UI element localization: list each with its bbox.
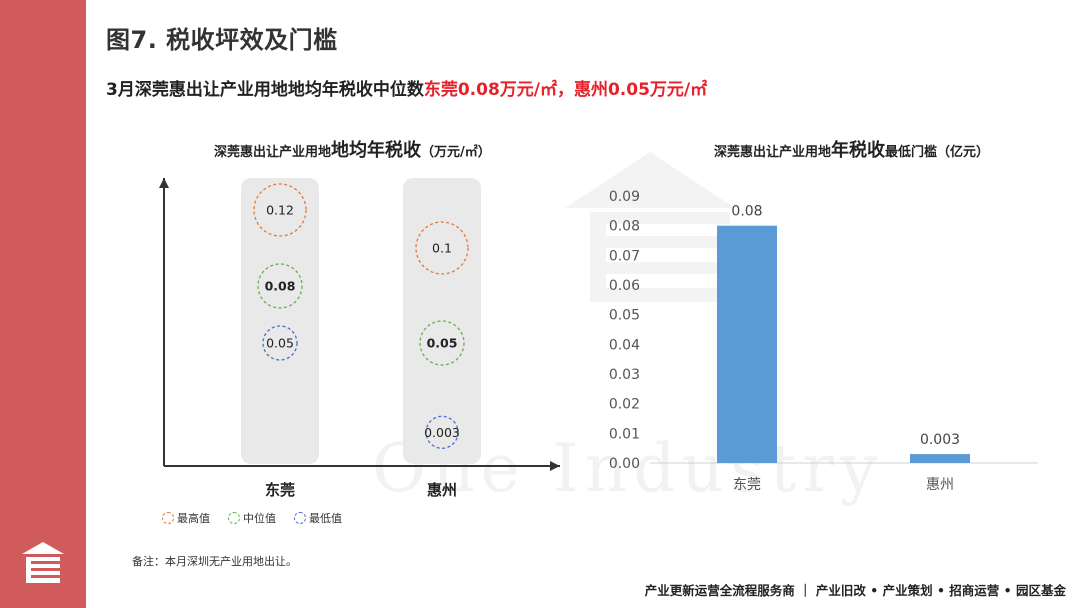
dot-value-label: 0.05 [427, 336, 458, 351]
y-tick-label: 0.01 [609, 426, 640, 442]
column-background [403, 178, 481, 464]
column-background [241, 178, 319, 464]
right-title-part3: 最低门槛（亿元） [885, 145, 990, 160]
dot-value-label: 0.1 [432, 241, 452, 256]
right-chart-title: 深莞惠出让产业用地年税收最低门槛（亿元） [714, 136, 989, 162]
bar-value-label: 0.08 [731, 204, 762, 220]
page-title: 图7. 税收坪效及门槛 [106, 26, 338, 54]
x-axis-arrow-icon [550, 461, 560, 471]
legend-item-median: 中位值 [228, 510, 276, 526]
dot-marker [262, 325, 298, 361]
footnote: 备注：本月深圳无产业用地出让。 [132, 555, 297, 568]
dot-marker [425, 415, 459, 449]
left-chart-title: 深莞惠出让产业用地地均年税收（万元/㎡） [214, 136, 491, 162]
y-tick-label: 0.03 [609, 367, 640, 383]
subtitle-main: 3月深莞惠出让产业用地地均年税收中位数 [106, 80, 424, 100]
watermark-logo-icon [565, 152, 735, 302]
dot-value-label: 0.08 [265, 279, 296, 294]
legend-label-min: 最低值 [309, 512, 342, 525]
subtitle: 3月深莞惠出让产业用地地均年税收中位数东莞0.08万元/㎡，惠州0.05万元/㎡ [106, 75, 707, 100]
category-label: 东莞 [265, 481, 295, 499]
company-logo-icon [22, 542, 64, 583]
y-tick-label: 0.07 [609, 248, 640, 264]
legend-marker-max [162, 512, 174, 524]
subtitle-highlight: 东莞0.08万元/㎡，惠州0.05万元/㎡ [423, 80, 708, 100]
left-title-part3: （万元/㎡） [421, 145, 491, 160]
dot-value-label: 0.05 [266, 336, 294, 351]
y-tick-label: 0.05 [609, 308, 640, 324]
bar [717, 225, 777, 463]
right-title-part1: 深莞惠出让产业用地 [714, 145, 832, 160]
legend-item-min: 最低值 [294, 510, 342, 526]
left-title-part1: 深莞惠出让产业用地 [214, 145, 332, 160]
dot-chart: 东莞 惠州 0.12 0.1 0.08 0.05 0.05 0.003 [159, 178, 560, 499]
y-tick-label: 0.04 [609, 337, 640, 353]
right-title-part2: 年税收 [831, 140, 886, 161]
dot-marker [419, 320, 465, 366]
x-tick-label: 惠州 [926, 477, 954, 493]
bar-chart: 0.00 0.01 0.02 0.03 0.04 0.05 0.06 0.07 0.08 0.09… [609, 189, 1038, 493]
dot-marker [257, 263, 303, 309]
dot-value-label: 0.003 [424, 425, 460, 440]
y-tick-label: 0.00 [609, 456, 640, 472]
y-tick-label: 0.02 [609, 397, 640, 413]
legend-marker-median [228, 512, 240, 524]
legend-label-max: 最高值 [177, 512, 210, 525]
dot-marker [253, 183, 307, 237]
y-tick-label: 0.06 [609, 278, 640, 294]
dot-chart-legend: 最高值 中位值 最低值 [162, 510, 342, 526]
bar [910, 454, 970, 463]
y-axis-arrow-icon [159, 178, 169, 188]
bar-value-label: 0.003 [920, 432, 960, 448]
left-accent-bar [0, 0, 86, 608]
legend-item-max: 最高值 [162, 510, 210, 526]
dot-value-label: 0.12 [266, 203, 294, 218]
dot-marker [415, 221, 469, 275]
left-title-part2: 地均年税收 [331, 140, 422, 161]
category-label: 惠州 [427, 481, 457, 499]
y-tick-label: 0.08 [609, 219, 640, 235]
legend-label-median: 中位值 [243, 512, 276, 525]
footer-slogan: 产业更新运营全流程服务商 ｜ 产业旧改 • 产业策划 • 招商运营 • 园区基金 [644, 583, 1066, 598]
x-tick-label: 东莞 [733, 477, 761, 493]
legend-marker-min [294, 512, 306, 524]
y-tick-label: 0.09 [609, 189, 640, 205]
